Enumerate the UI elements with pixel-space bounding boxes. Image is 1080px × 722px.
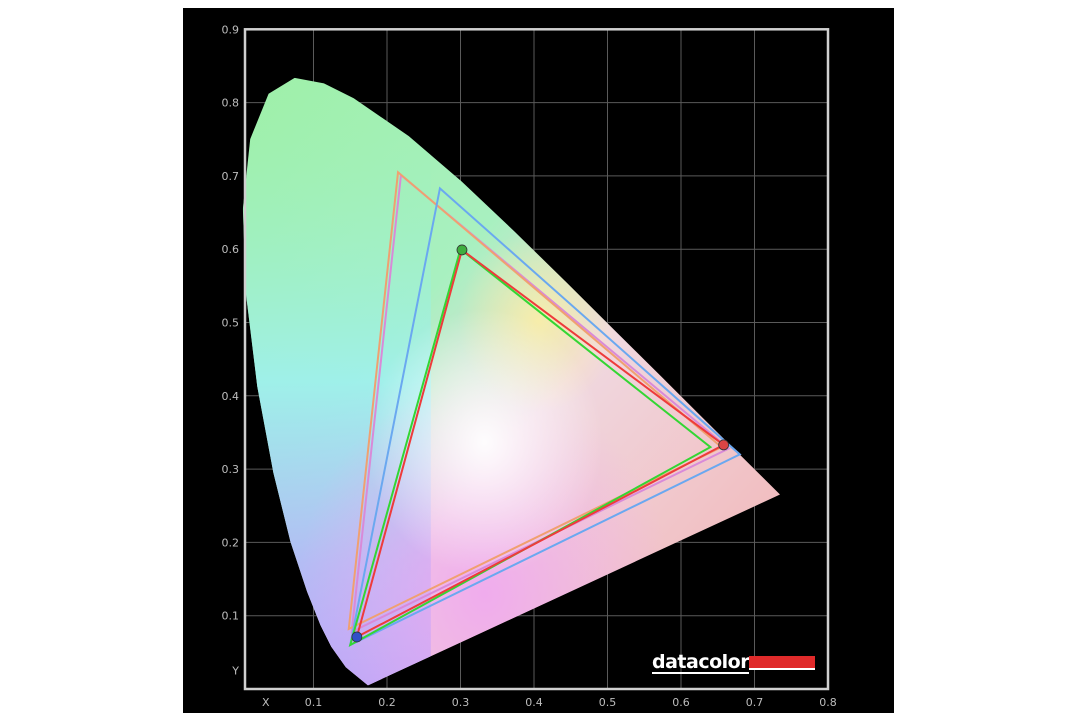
primary-marker [718, 439, 730, 451]
x-tick-label: 0.3 [452, 696, 470, 709]
datacolor-logo: datacolor [652, 651, 816, 674]
x-tick-label: 0.7 [746, 696, 764, 709]
gamut-triangles [347, 170, 742, 648]
x-tick-label: 0.8 [819, 696, 837, 709]
y-tick-label: 0.4 [222, 390, 240, 403]
x-axis-label: X [262, 696, 270, 709]
frame-rect [243, 28, 830, 691]
y-tick-label: 0.7 [222, 170, 240, 183]
y-tick-label: 0.3 [222, 463, 240, 476]
spectral-locus [242, 77, 781, 686]
y-tick-label: 0.5 [222, 317, 240, 330]
y-axis-label: Y [231, 665, 239, 678]
gamut-triangle [347, 170, 724, 631]
x-tick-label: 0.4 [525, 696, 543, 709]
locus-fill-layer [242, 77, 781, 686]
gamut-triangle [355, 248, 726, 639]
logo-text: datacolor [652, 651, 750, 674]
y-tick-label: 0.9 [222, 23, 240, 36]
x-tick-label: 0.2 [378, 696, 396, 709]
gamut-triangle [348, 186, 742, 647]
logo-red-bar [749, 656, 816, 670]
y-tick-label: 0.8 [222, 97, 240, 110]
tick-labels: 0.1 0.2 0.3 0.4 0.5 0.6 0.7 0.8 0.1 0.2 0.3 0.4 0.5 0… [222, 23, 837, 709]
x-tick-label: 0.1 [305, 696, 323, 709]
y-tick-label: 0.1 [222, 610, 240, 623]
x-tick-label: 0.5 [599, 696, 617, 709]
primary-marker [351, 631, 363, 643]
x-tick-label: 0.6 [672, 696, 690, 709]
y-tick-label: 0.2 [222, 536, 240, 549]
plot-frame [243, 28, 830, 691]
y-tick-label: 0.6 [222, 243, 240, 256]
primary-marker [456, 244, 468, 256]
